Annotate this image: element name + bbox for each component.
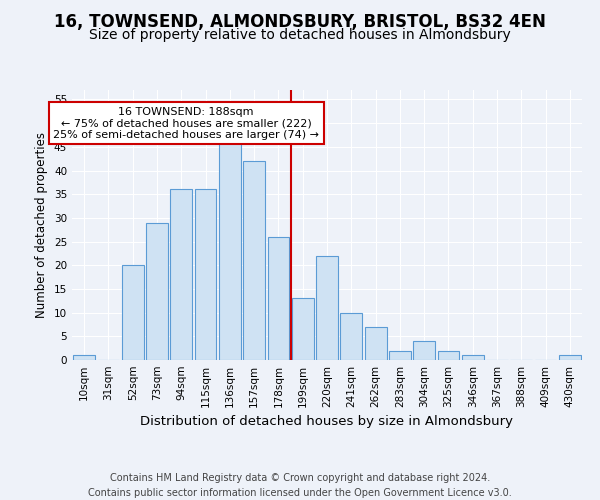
Text: Size of property relative to detached houses in Almondsbury: Size of property relative to detached ho… [89, 28, 511, 42]
Text: 16, TOWNSEND, ALMONDSBURY, BRISTOL, BS32 4EN: 16, TOWNSEND, ALMONDSBURY, BRISTOL, BS32… [54, 12, 546, 30]
Bar [73, 356, 95, 360]
Bar [243, 161, 265, 360]
Text: Contains HM Land Registry data © Crown copyright and database right 2024.
Contai: Contains HM Land Registry data © Crown c… [88, 472, 512, 498]
Bar [462, 356, 484, 360]
Bar [389, 350, 411, 360]
Bar [559, 356, 581, 360]
Bar [146, 222, 168, 360]
Bar [170, 190, 192, 360]
X-axis label: Distribution of detached houses by size in Almondsbury: Distribution of detached houses by size … [140, 416, 514, 428]
Bar [219, 142, 241, 360]
Text: 16 TOWNSEND: 188sqm
← 75% of detached houses are smaller (222)
25% of semi-detac: 16 TOWNSEND: 188sqm ← 75% of detached ho… [53, 106, 319, 140]
Bar [437, 350, 460, 360]
Y-axis label: Number of detached properties: Number of detached properties [35, 132, 49, 318]
Bar [122, 266, 143, 360]
Bar [340, 312, 362, 360]
Bar [413, 341, 435, 360]
Bar [268, 237, 289, 360]
Bar [316, 256, 338, 360]
Bar [194, 190, 217, 360]
Bar [292, 298, 314, 360]
Bar [365, 327, 386, 360]
